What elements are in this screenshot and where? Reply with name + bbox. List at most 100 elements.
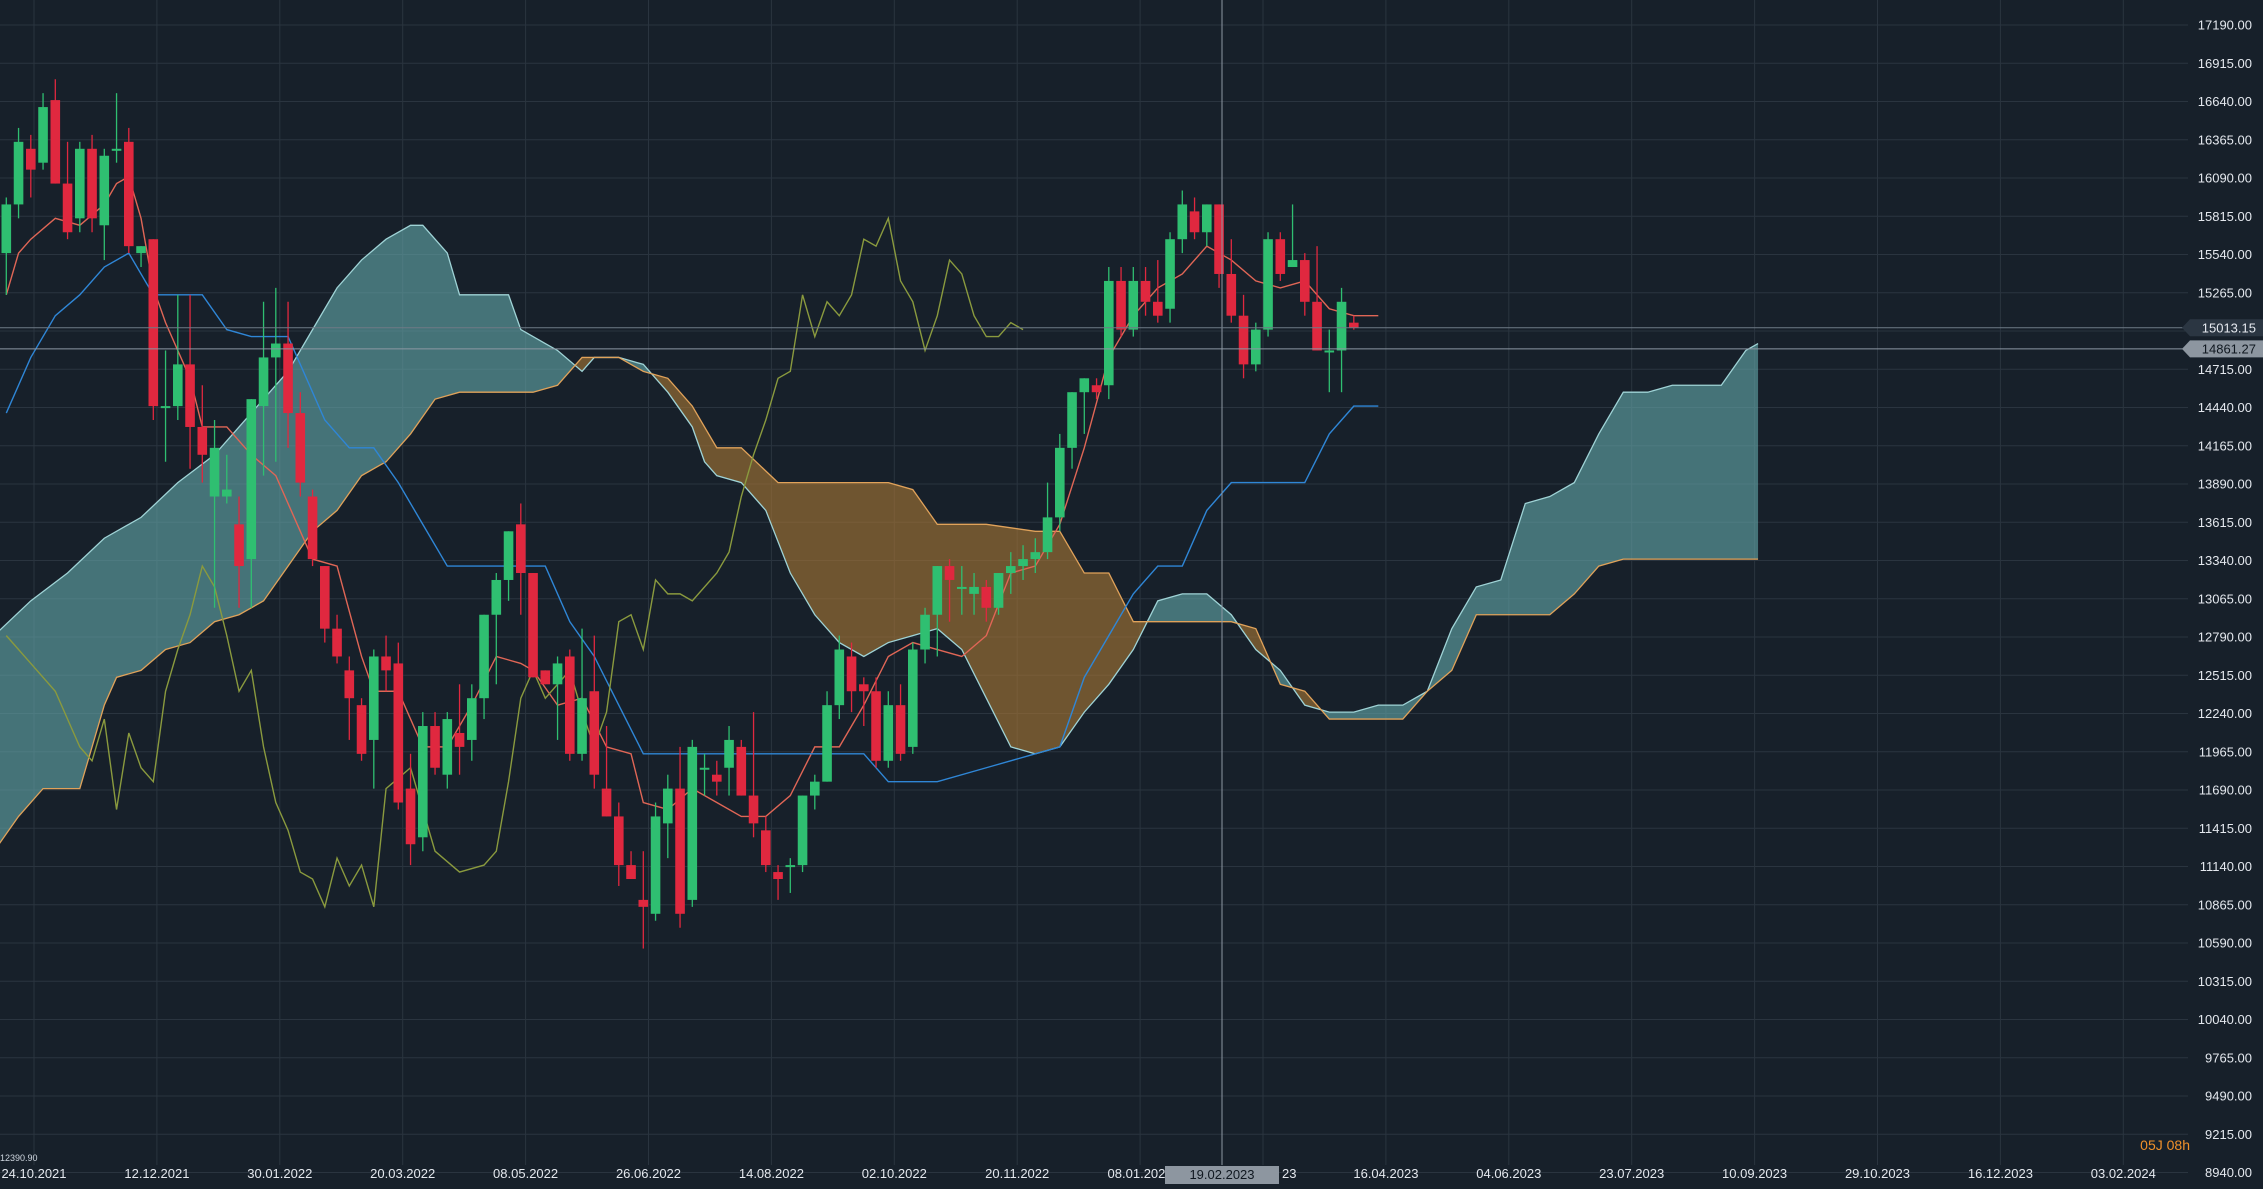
candle-down[interactable] xyxy=(332,614,342,664)
candle-up[interactable] xyxy=(969,573,979,615)
candle-up[interactable] xyxy=(822,691,832,782)
candle-up[interactable] xyxy=(111,93,122,163)
candle-down[interactable] xyxy=(1116,267,1126,337)
candle-down[interactable] xyxy=(148,239,159,421)
candle-down[interactable] xyxy=(1214,204,1224,288)
candle-up[interactable] xyxy=(834,635,845,720)
candle-down[interactable] xyxy=(124,127,134,254)
candle-up[interactable] xyxy=(258,301,269,476)
candle-down[interactable] xyxy=(381,635,391,692)
candle-up[interactable] xyxy=(1287,204,1298,268)
candle-up[interactable] xyxy=(160,350,171,462)
candle-down[interactable] xyxy=(516,503,526,615)
candle-down[interactable] xyxy=(26,134,36,198)
candle-up[interactable] xyxy=(957,566,967,615)
candle-down[interactable] xyxy=(675,746,685,928)
candle-up[interactable] xyxy=(1128,267,1139,337)
candle-up[interactable] xyxy=(1079,378,1090,434)
candle-up[interactable] xyxy=(491,573,502,685)
candle-up[interactable] xyxy=(993,573,1004,615)
candle-up[interactable] xyxy=(209,420,220,608)
candle-up[interactable] xyxy=(442,712,453,789)
candle-up[interactable] xyxy=(1336,287,1347,393)
candle-up[interactable] xyxy=(173,294,183,421)
candle-up[interactable] xyxy=(785,858,796,893)
candle-up[interactable] xyxy=(1055,433,1065,532)
candle-up[interactable] xyxy=(1177,190,1188,254)
candlesticks[interactable] xyxy=(1,79,1359,949)
candle-up[interactable] xyxy=(1104,267,1114,400)
candle-up[interactable] xyxy=(222,454,232,504)
candle-down[interactable] xyxy=(871,677,881,768)
candle-down[interactable] xyxy=(430,712,440,775)
candle-up[interactable] xyxy=(687,739,698,907)
candle-down[interactable] xyxy=(1275,232,1286,281)
candle-up[interactable] xyxy=(467,684,477,761)
candle-down[interactable] xyxy=(185,294,195,469)
candle-down[interactable] xyxy=(1226,239,1237,323)
candle-down[interactable] xyxy=(614,802,624,886)
candle-down[interactable] xyxy=(295,392,306,497)
candle-up[interactable] xyxy=(99,148,110,261)
candle-up[interactable] xyxy=(1324,329,1335,393)
candle-down[interactable] xyxy=(1312,246,1322,351)
candle-down[interactable] xyxy=(320,566,330,643)
candle-down[interactable] xyxy=(736,739,747,796)
candle-up[interactable] xyxy=(552,656,563,740)
candle-up[interactable] xyxy=(724,726,734,796)
price-axis[interactable]: 17190.00 16915.00 16640.00 16365.00 16090.00… xyxy=(2188,0,2263,1189)
candle-up[interactable] xyxy=(271,287,281,462)
candle-down[interactable] xyxy=(234,496,244,608)
candle-down[interactable] xyxy=(1153,260,1163,323)
candle-up[interactable] xyxy=(1042,482,1053,560)
candle-down[interactable] xyxy=(1140,267,1151,316)
time-axis[interactable]: 24.10.2021 12.12.2021 30.01.2022 20.03.2022… xyxy=(1,1166,2156,1184)
candle-up[interactable] xyxy=(136,246,146,268)
candle-up[interactable] xyxy=(369,649,379,789)
candle-down[interactable] xyxy=(307,489,318,567)
candle-down[interactable] xyxy=(626,851,636,880)
candle-up[interactable] xyxy=(883,691,894,768)
candle-up[interactable] xyxy=(1030,538,1041,574)
candle-down[interactable] xyxy=(895,684,906,761)
candle-up[interactable] xyxy=(650,802,661,921)
candle-down[interactable] xyxy=(356,698,367,761)
candle-down[interactable] xyxy=(748,712,759,838)
candle-down[interactable] xyxy=(601,726,612,817)
candle-up[interactable] xyxy=(797,795,808,873)
candle-down[interactable] xyxy=(454,684,465,775)
candle-up[interactable] xyxy=(13,127,24,219)
candle-down[interactable] xyxy=(62,141,73,240)
candle-down[interactable] xyxy=(1091,378,1102,400)
candle-up[interactable] xyxy=(577,628,587,761)
candle-down[interactable] xyxy=(944,559,955,622)
candle-up[interactable] xyxy=(699,753,710,796)
candle-up[interactable] xyxy=(479,614,489,720)
candle-up[interactable] xyxy=(1165,232,1175,323)
candle-up[interactable] xyxy=(1263,232,1273,337)
candle-up[interactable] xyxy=(663,774,673,859)
candle-up[interactable] xyxy=(932,566,943,657)
candle-down[interactable] xyxy=(393,642,404,810)
candle-up[interactable] xyxy=(920,607,930,664)
candle-down[interactable] xyxy=(197,385,208,483)
candle-down[interactable] xyxy=(1189,197,1200,240)
candle-down[interactable] xyxy=(773,865,783,900)
candle-down[interactable] xyxy=(540,670,551,685)
candle-down[interactable] xyxy=(846,642,857,713)
candle-down[interactable] xyxy=(1238,294,1249,379)
candle-down[interactable] xyxy=(283,301,293,448)
candle-down[interactable] xyxy=(405,753,416,866)
candle-down[interactable] xyxy=(638,851,649,949)
candle-up[interactable] xyxy=(1,197,12,295)
candle-up[interactable] xyxy=(1067,392,1077,469)
candle-down[interactable] xyxy=(565,649,575,761)
candle-up[interactable] xyxy=(246,399,257,608)
candle-up[interactable] xyxy=(38,93,48,170)
candle-up[interactable] xyxy=(908,642,918,754)
candle-up[interactable] xyxy=(503,531,514,601)
candle-down[interactable] xyxy=(344,656,355,740)
candle-down[interactable] xyxy=(528,573,538,678)
candle-up[interactable] xyxy=(418,712,428,852)
